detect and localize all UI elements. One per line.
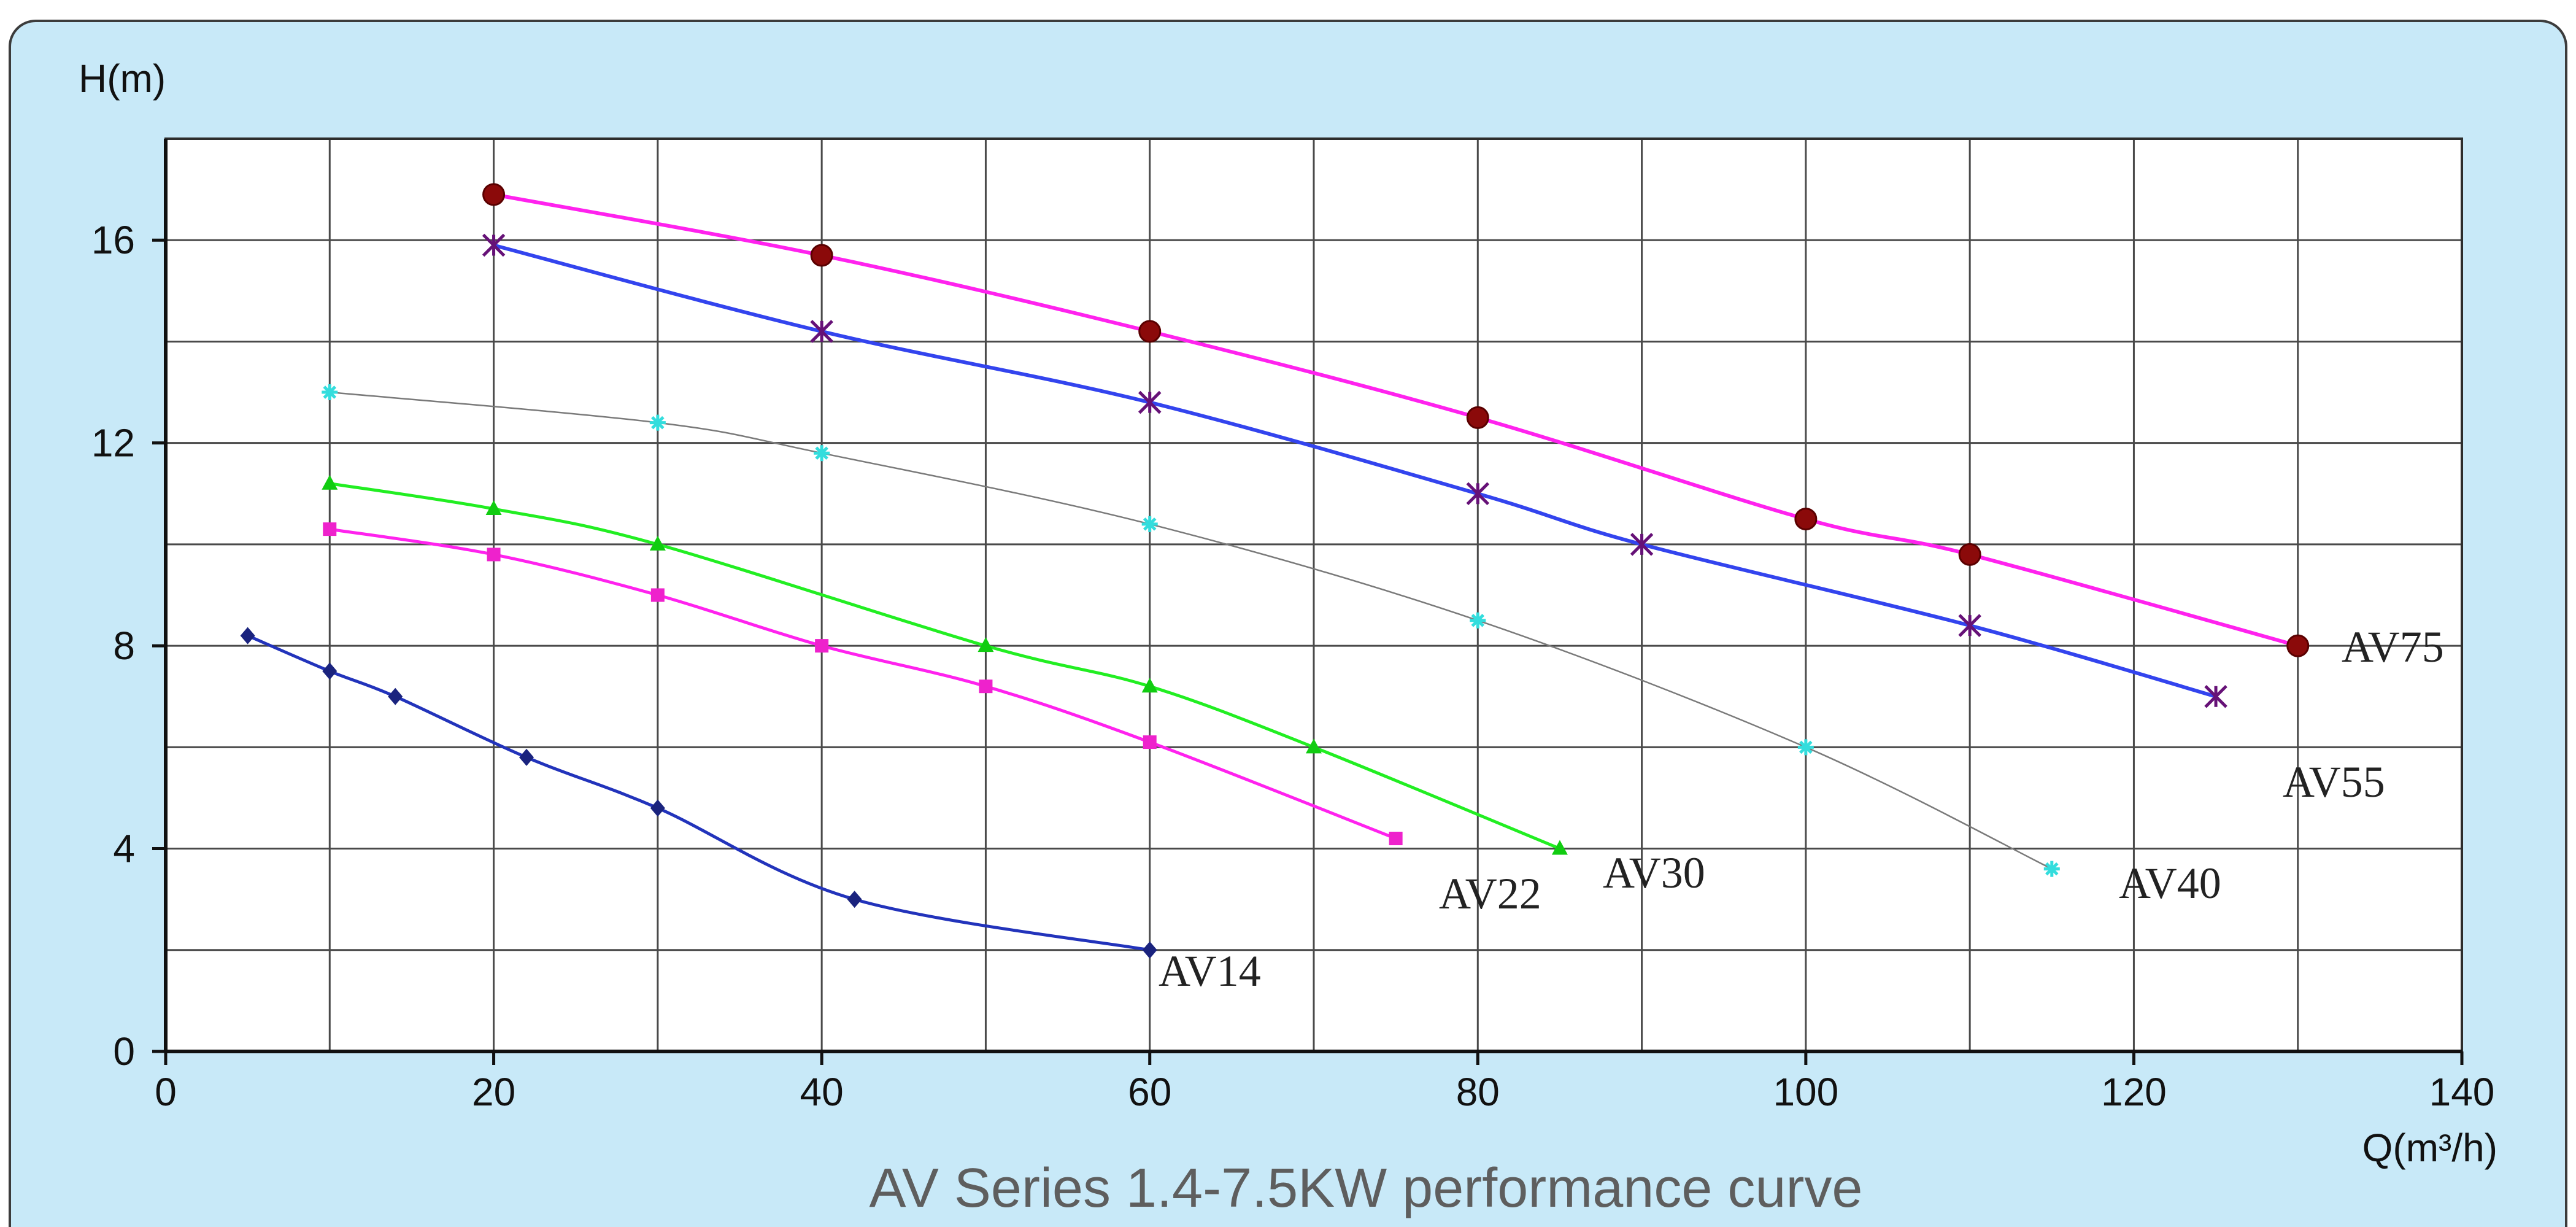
av30-data-point [1551,840,1568,855]
av40-data-point [649,414,666,431]
av22-data-point [487,548,501,562]
av40-data-point [1797,739,1814,756]
av22-data-point [815,639,829,653]
av40-data-point [1141,516,1158,532]
av75-data-point [1138,320,1162,343]
av75-data-point [1958,543,1981,566]
x-tick-label: 60 [1128,1070,1171,1114]
av14-data-point [388,687,403,705]
av55-data-point [1958,614,1981,637]
av14-data-point [322,662,337,680]
av30-data-point [485,500,502,516]
series-line-av55 [493,243,2216,699]
av22-data-point [979,679,993,694]
av22-data-point [650,588,665,602]
x-tick-label: 120 [2101,1070,2167,1114]
av75-data-point [1466,406,1489,429]
y-tick-label: 8 [113,624,135,668]
av55-data-point [1630,533,1654,556]
av55-data-point [810,320,833,343]
x-tick-label: 80 [1456,1070,1500,1114]
series-av22 [323,522,1403,846]
av40-data-point [322,384,338,401]
av75-data-point [810,244,833,267]
series-av30 [322,474,1568,855]
av22-data-point [1389,832,1403,846]
x-tick-label: 0 [155,1070,177,1114]
series-label-av22: AV22 [1439,869,1541,918]
av14-data-point [240,627,255,644]
series-layer [240,183,2310,959]
av22-data-point [1143,735,1157,749]
x-tick-label: 100 [1773,1070,1838,1114]
series-av40 [322,384,2060,877]
x-axis-title: Q(m³/h) [2362,1126,2497,1170]
series-label-av75: AV75 [2342,622,2444,672]
av14-data-point [1142,941,1157,959]
av40-data-point [2043,861,2060,877]
av22-data-point [323,522,337,536]
av14-data-point [650,799,665,817]
series-line-av14 [247,634,1151,952]
av14-data-point [847,891,862,908]
x-tick-label: 140 [2429,1070,2495,1114]
av75-data-point [482,183,506,206]
av55-data-point [482,233,506,257]
series-label-av55: AV55 [2283,757,2385,807]
y-tick-label: 0 [113,1029,135,1074]
x-tick-label: 20 [472,1070,515,1114]
series-label-av14: AV14 [1159,946,1261,996]
series-line-av30 [329,482,1560,850]
av55-data-point [1466,482,1490,506]
series-labels: AV14 AV22 AV30 AV40 AV55 AV75 [1159,622,2444,996]
av30-data-point [649,535,666,551]
av30-data-point [978,637,994,652]
av30-data-point [322,474,338,490]
av14-data-point [519,748,534,766]
chart-title: AV Series 1.4-7.5KW performance curve [870,1158,1863,1219]
series-label-av40: AV40 [2119,859,2221,908]
series-av75 [482,183,2310,657]
y-axis-title: H(m) [79,56,166,101]
av40-data-point [814,445,830,462]
av40-data-point [1470,612,1486,629]
y-tick-label: 12 [91,421,135,465]
av30-data-point [1141,678,1158,693]
av55-data-point [2204,684,2227,708]
av55-data-point [1138,390,1162,414]
axes: 0 20 40 60 80 100 120 140 0 4 8 12 16 [91,139,2495,1114]
av75-data-point [1794,508,1818,531]
series-label-av30: AV30 [1603,848,1705,897]
series-av55 [482,233,2227,708]
av75-data-point [2286,634,2310,657]
y-tick-label: 16 [91,218,135,262]
av30-data-point [1306,738,1322,754]
y-tick-label: 4 [113,827,135,871]
x-tick-label: 40 [800,1070,844,1114]
series-av14 [240,627,1157,959]
